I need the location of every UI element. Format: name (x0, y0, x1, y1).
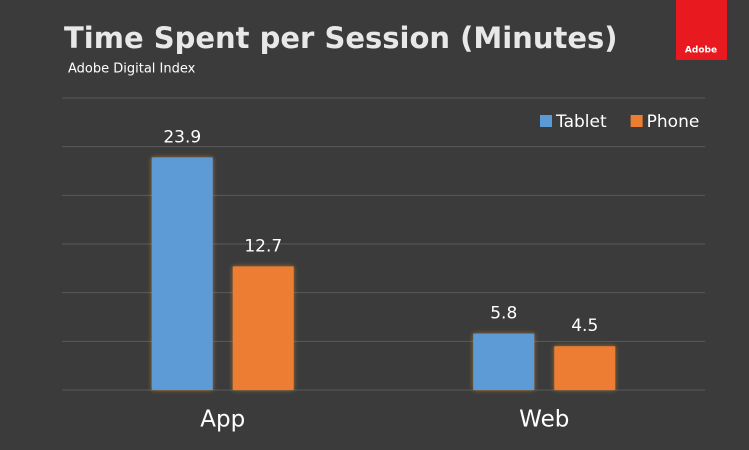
value-label: 4.5 (571, 316, 598, 336)
logo (676, 0, 727, 60)
logo-text: Adobe (685, 46, 717, 56)
legend-label: Phone (647, 112, 700, 132)
bar (473, 333, 535, 390)
bar (232, 266, 294, 390)
value-label: 12.7 (244, 236, 282, 256)
chart-title: Time Spent per Session (Minutes) (64, 21, 618, 55)
value-label: 5.8 (490, 304, 517, 324)
x-tick-label: App (200, 407, 245, 433)
chart-subtitle: Adobe Digital Index (68, 62, 196, 77)
value-label: 23.9 (163, 127, 201, 147)
x-tick-label: Web (519, 407, 569, 433)
legend-swatch (630, 115, 643, 127)
legend-label: Tablet (555, 112, 607, 132)
bar (554, 346, 616, 390)
bar (151, 157, 213, 390)
legend-swatch (540, 115, 552, 127)
